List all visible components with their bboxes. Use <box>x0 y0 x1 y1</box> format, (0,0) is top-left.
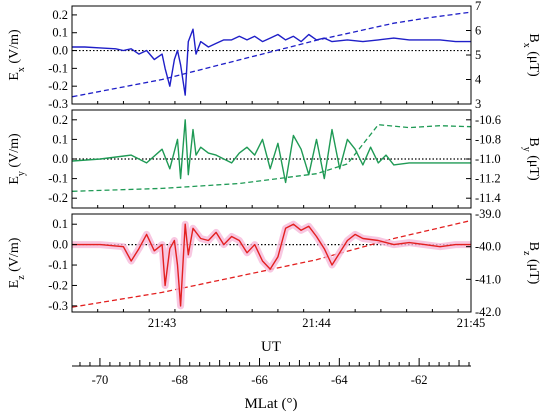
mlat-tick-label: -68 <box>171 373 188 387</box>
y-right-tick-label: -39.0 <box>475 207 501 221</box>
y-left-label-sub: x <box>16 67 27 72</box>
y-right-tick-label: -40.0 <box>475 240 501 254</box>
y-left-tick-label: 0.0 <box>52 238 68 252</box>
y-left-tick-label: -0.2 <box>48 79 68 93</box>
y-left-tick-label: -0.2 <box>48 191 68 205</box>
b-series-line <box>72 11 472 98</box>
y-right-label-sub: z <box>522 251 533 256</box>
panels: 0.2 0.1 0.0 -0.1 -0.2 -0.3 7 6 5 4 3 Ex (V/m) Bx (μT… <box>7 0 541 319</box>
y-right-tick-label: 5 <box>475 48 481 62</box>
ut-tick-label: 21:45 <box>457 316 485 330</box>
b-series-line <box>72 124 472 192</box>
y-right-tick-label: 4 <box>475 73 482 87</box>
y-left-tick-label: -0.1 <box>48 172 68 186</box>
ut-axis: 21:43 21:44 21:45 UT <box>148 316 485 355</box>
y-right-label: By (μT) <box>522 137 542 181</box>
mlat-tick-label: -66 <box>251 373 268 387</box>
y-right-tick-label: 6 <box>475 24 481 38</box>
y-left-label-unit: (V/m) <box>7 133 22 171</box>
y-left-label: Ez (V/m) <box>7 237 27 288</box>
y-left-tick-label: 0.2 <box>52 8 68 22</box>
ut-axis-title: UT <box>261 339 281 355</box>
y-left-label: Ey (V/m) <box>7 133 27 185</box>
y-right-label: Bz (μT) <box>522 242 542 285</box>
ut-tick-label: 21:43 <box>148 316 176 330</box>
y-left-label-main: E <box>7 72 22 81</box>
y-left-label-unit: (V/m) <box>7 29 22 67</box>
y-right-tick-label: -10.8 <box>475 132 501 146</box>
y-right-tick-label: -11.2 <box>475 172 501 186</box>
mlat-tick-label: -64 <box>331 373 348 387</box>
mlat-axis-title: MLat (°) <box>244 396 297 412</box>
e-series-halo <box>72 220 471 310</box>
mlat-tick-label: -62 <box>411 373 428 387</box>
e-series-line <box>72 119 471 184</box>
panel-frame <box>71 213 472 313</box>
y-left-tick-label: 0.2 <box>52 113 68 127</box>
y-right-tick-label: 7 <box>475 0 481 13</box>
y-left-tick-label: -0.2 <box>48 278 68 292</box>
e-series-line <box>72 223 471 307</box>
y-right-label-main: B <box>526 242 541 251</box>
y-right-tick-label: -42.0 <box>475 305 501 319</box>
y-right-label: Bx (μT) <box>522 33 542 77</box>
y-right-label-unit: (μT) <box>526 48 541 77</box>
y-left-tick-label: 0.0 <box>52 152 68 166</box>
ut-tick-label: 21:44 <box>302 316 331 330</box>
y-right-label-sub: x <box>522 43 533 48</box>
y-left-tick-label: -0.1 <box>48 61 68 75</box>
y-left-tick-label: -0.3 <box>48 299 68 313</box>
y-left-label-main: E <box>7 176 22 185</box>
y-left-tick-label: 0.1 <box>52 132 68 146</box>
panel-ey: 0.2 0.1 0.0 -0.1 -0.2 -10.6 -10.8 -11.0 -11.2 -11… <box>7 109 542 209</box>
mlat-tick-label: -70 <box>92 373 109 387</box>
y-right-tick-label: -10.6 <box>475 113 501 127</box>
y-left-tick-label: -0.3 <box>48 97 68 111</box>
y-right-label-unit: (μT) <box>526 255 541 284</box>
y-right-tick-label: 3 <box>475 97 481 111</box>
y-right-label-main: B <box>526 33 541 42</box>
panel-ex: 0.2 0.1 0.0 -0.1 -0.2 -0.3 7 6 5 4 3 Ex (V/m) Bx (μT… <box>7 0 541 111</box>
y-right-label-main: B <box>526 137 541 146</box>
y-left-label-unit: (V/m) <box>7 237 22 275</box>
y-right-tick-label: -11.0 <box>475 152 501 166</box>
y-left-tick-label: -0.1 <box>48 258 68 272</box>
e-series-line <box>72 28 471 96</box>
y-left-label: Ex (V/m) <box>7 29 27 81</box>
b-series-line <box>72 219 472 308</box>
panel-ez: 0.1 0.0 -0.1 -0.2 -0.3 -39.0 -40.0 -41.0 -42.0 Ez… <box>7 207 541 319</box>
y-right-label-unit: (μT) <box>526 152 541 181</box>
y-left-tick-label: 0.1 <box>52 26 68 40</box>
y-left-label-sub: y <box>16 171 27 176</box>
y-left-tick-label: 0.1 <box>52 217 68 231</box>
y-left-tick-label: 0.0 <box>52 44 68 58</box>
mlat-axis: -70 -68 -66 -64 -62 MLat (°) <box>72 358 471 412</box>
y-left-label-main: E <box>7 280 22 289</box>
y-right-label-sub: y <box>522 147 533 152</box>
y-right-tick-label: -11.4 <box>475 191 501 205</box>
y-left-label-sub: z <box>16 275 27 280</box>
y-right-tick-label: -41.0 <box>475 272 501 286</box>
